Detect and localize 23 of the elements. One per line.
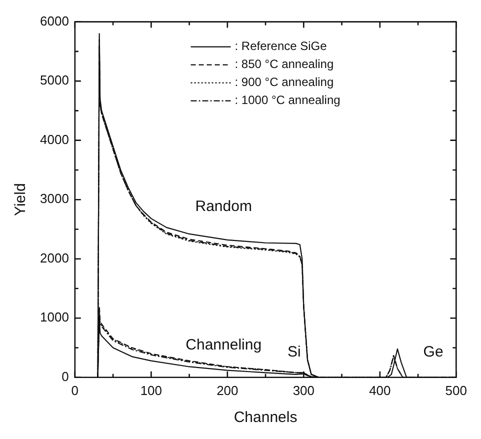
y-tick-label: 2000 [40, 250, 69, 266]
y-tick-label: 4000 [40, 132, 69, 147]
y-tick-label: 5000 [40, 72, 69, 88]
y-tick-label: 6000 [40, 13, 69, 28]
x-tick-label: 500 [445, 382, 468, 398]
legend-label: : Reference SiGe [234, 39, 328, 54]
y-axis-title: Yield [12, 183, 30, 216]
y-tick-label: 3000 [40, 191, 69, 206]
y-tick-label: 0 [62, 368, 69, 384]
x-tick-label: 100 [140, 382, 162, 398]
x-tick-label: 400 [369, 382, 391, 398]
x-axis-title: Channels [234, 409, 298, 426]
x-tick-label: 200 [216, 382, 238, 398]
annotation: Channeling [186, 336, 262, 354]
y-tick-label: 1000 [40, 310, 69, 325]
legend-label: : 850 °C annealing [234, 57, 334, 72]
x-tick-label: 0 [71, 382, 79, 398]
annotation: Random [195, 198, 252, 215]
x-tick-label: 300 [292, 382, 315, 398]
annotation: Ge [423, 344, 444, 361]
annotation: Si [287, 344, 301, 361]
legend-label: : 1000 °C annealing [234, 93, 340, 108]
legend-label: : 900 °C annealing [234, 75, 334, 90]
